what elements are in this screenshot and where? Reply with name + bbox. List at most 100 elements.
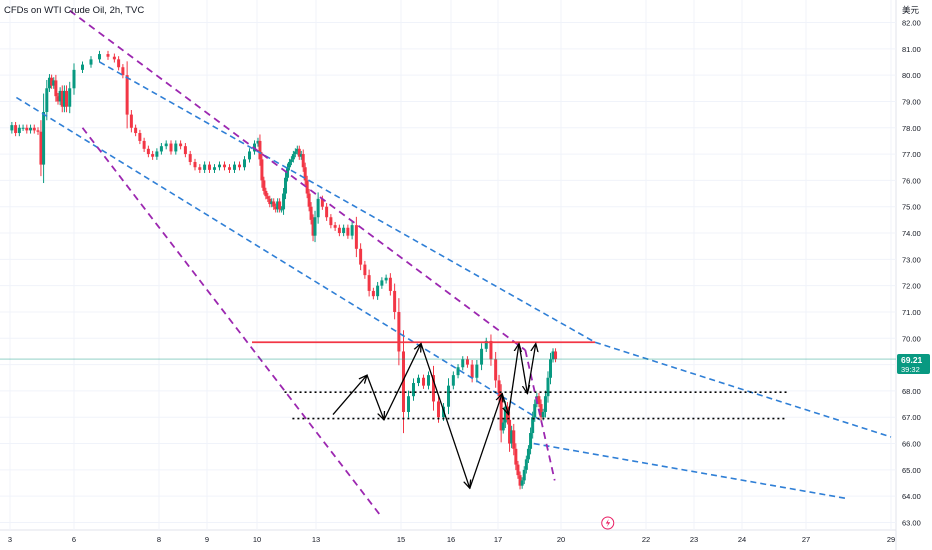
candle-body — [47, 77, 51, 89]
candle-body — [228, 167, 231, 170]
candle-body — [155, 151, 159, 157]
candle-body — [470, 364, 474, 378]
candle-body — [549, 359, 552, 378]
candle-body — [138, 133, 142, 141]
candle-body — [278, 201, 282, 210]
candle-body — [260, 159, 264, 181]
candle-body — [52, 80, 56, 86]
candle-body — [256, 140, 260, 144]
candle-body — [412, 383, 415, 397]
candle-body — [285, 167, 289, 178]
projection-arrow — [507, 344, 520, 415]
y-tick-label: 66.00 — [902, 440, 921, 449]
candle-body — [329, 217, 333, 226]
candle-body — [422, 377, 425, 386]
y-tick-label: 82.00 — [902, 19, 921, 28]
candle-body — [291, 154, 295, 160]
candle-body — [501, 422, 505, 431]
candle-body — [14, 125, 18, 134]
candle-body — [512, 430, 516, 449]
projection-arrow — [518, 343, 527, 394]
candle-body — [402, 351, 405, 412]
candle-body — [213, 167, 216, 170]
candle-body — [68, 88, 72, 107]
candle-body — [397, 311, 401, 352]
candle-body — [529, 433, 533, 449]
candle-body — [146, 148, 150, 155]
candle-body — [272, 201, 276, 207]
y-tick-label: 67.00 — [902, 413, 921, 422]
candle-body — [342, 227, 346, 234]
candle-body — [514, 448, 518, 465]
y-tick-label: 76.00 — [902, 176, 921, 185]
x-tick-label: 20 — [557, 535, 565, 544]
candle-body — [280, 209, 284, 211]
projection-arrow — [383, 344, 421, 421]
candle-body — [193, 161, 197, 168]
candle-body — [384, 277, 388, 281]
candle-body — [546, 377, 550, 397]
candle-body — [307, 193, 311, 207]
candle-body — [54, 80, 58, 97]
candle-body — [98, 54, 101, 60]
candle-body — [10, 125, 14, 131]
candle-body — [497, 380, 501, 397]
projection-arrow — [366, 374, 384, 420]
candle-body — [371, 290, 375, 297]
drawings — [0, 9, 896, 516]
candle-body — [179, 143, 183, 147]
candle-body — [112, 56, 116, 60]
candle-body — [164, 143, 168, 147]
candle-body — [218, 164, 221, 168]
candle-body — [480, 348, 484, 365]
candle-body — [437, 401, 440, 418]
y-tick-label: 80.00 — [902, 71, 921, 80]
lightning-icon-bolt — [605, 519, 611, 527]
candle-body — [203, 164, 207, 170]
candle-body — [274, 206, 278, 210]
y-tick-label: 72.00 — [902, 282, 921, 291]
candle-body — [299, 154, 303, 157]
candle-body — [248, 151, 251, 160]
candle-body — [169, 143, 173, 152]
candle-body — [456, 367, 460, 376]
projection-arrow — [526, 344, 535, 394]
candle-body — [494, 359, 498, 381]
candle-body — [208, 164, 211, 170]
y-tick-label: 81.00 — [902, 45, 921, 54]
candles — [10, 50, 558, 490]
candle-body — [36, 130, 40, 132]
candle-body — [159, 146, 163, 152]
candle-body — [539, 404, 543, 418]
candle-body — [258, 140, 262, 160]
candle-body — [516, 464, 520, 476]
candle-body — [350, 225, 354, 236]
blue-channel-lower — [15, 96, 541, 421]
candle-body — [233, 164, 236, 170]
purple-channel-segment — [524, 349, 556, 481]
y-tick-label: 78.00 — [902, 124, 921, 133]
candle-body — [121, 67, 125, 76]
x-tick-label: 17 — [494, 535, 502, 544]
candle-body — [282, 193, 286, 210]
last-price-value: 69.21 — [901, 355, 923, 365]
candle-body — [337, 227, 341, 234]
candle-body — [174, 143, 178, 152]
candle-body — [417, 377, 420, 384]
candle-body — [134, 127, 138, 134]
candle-body — [380, 280, 384, 286]
candle-body — [117, 59, 121, 68]
x-tick-label: 29 — [887, 535, 895, 544]
candle-body — [268, 198, 272, 205]
candle-body — [354, 225, 358, 249]
candle-body — [39, 131, 43, 165]
x-tick-label: 27 — [802, 535, 810, 544]
candle-body — [543, 396, 547, 412]
candle-body — [238, 164, 241, 168]
candle-body — [367, 275, 371, 291]
candle-body — [243, 159, 246, 168]
candle-body — [427, 375, 430, 386]
x-tick-label: 6 — [72, 535, 76, 544]
